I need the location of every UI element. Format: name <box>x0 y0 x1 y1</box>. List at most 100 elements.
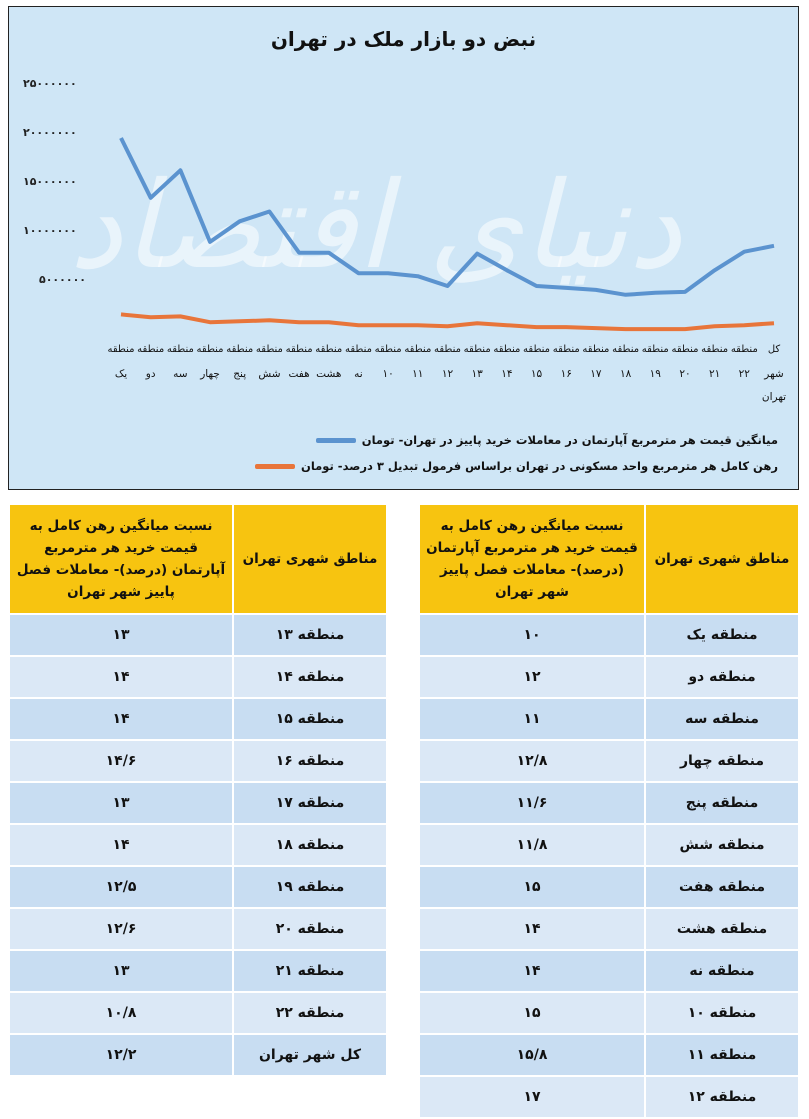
x-label: منطقه هفت <box>284 343 314 381</box>
legend-item-price: میانگین قیمت هر مترمربع آپارتمان در معام… <box>255 427 778 453</box>
table-row: منطقه دو ۱۲ <box>420 657 798 697</box>
x-label-part: ۱۷ <box>590 368 602 380</box>
ratio-cell: ۱۳ <box>10 951 232 991</box>
x-label-part: پنج <box>233 368 247 380</box>
x-label-part: منطقه <box>701 344 729 355</box>
header-ratio: نسبت میانگین رهن کامل به قیمت خرید هر مت… <box>10 505 232 613</box>
legend-swatch-orange <box>255 463 296 469</box>
x-axis-labels: منطقه یک منطقه دو منطقه سه منطقه چهار منطقه پنج من… <box>105 343 795 418</box>
x-label: منطقه ۲۰ <box>670 343 700 381</box>
x-label-part: ۱۲ <box>441 368 454 380</box>
region-cell: منطقه ۱۰ <box>646 993 798 1033</box>
x-label-part: ۱۰ <box>382 368 394 380</box>
table-row: کل شهر تهران ۱۲/۲ <box>10 1035 386 1075</box>
x-label: منطقه نه <box>343 343 373 381</box>
x-label-part: ۱۵ <box>530 368 543 380</box>
ratio-cell: ۱۲/۶ <box>10 909 232 949</box>
y-tick: ۱۰۰۰۰۰۰۰ <box>23 224 77 237</box>
x-label-part: منطقه <box>166 344 194 355</box>
ratio-cell: ۱۱/۸ <box>420 825 644 865</box>
x-label-part: ۱۴ <box>501 368 513 380</box>
x-label-part: منطقه <box>285 344 313 355</box>
region-cell: منطقه ۱۴ <box>234 657 386 697</box>
x-label: منطقه ۱۷ <box>581 343 611 381</box>
x-label-part: منطقه <box>730 344 758 355</box>
x-label-part: منطقه <box>463 344 491 355</box>
x-label-part: هفت <box>288 368 310 380</box>
table-row: منطقه ۱۶ ۱۴/۶ <box>10 741 386 781</box>
region-cell: منطقه یک <box>646 615 798 655</box>
x-label: منطقه ۲۱ <box>700 343 730 381</box>
table-row: منطقه ۲۱ ۱۳ <box>10 951 386 991</box>
table-row: منطقه ۱۷ ۱۳ <box>10 783 386 823</box>
chart-title: نبض دو بازار ملک در تهران <box>270 27 537 51</box>
ratio-cell: ۱۴ <box>420 909 644 949</box>
plot-area <box>119 137 775 332</box>
table-row: منطقه ۱۵ ۱۴ <box>10 699 386 739</box>
x-label: منطقه شش <box>254 343 284 381</box>
x-label-part: منطقه <box>315 344 343 355</box>
x-label-part: ۱۱ <box>412 368 424 380</box>
x-label-part: چهار <box>200 368 220 380</box>
ratio-cell: ۱۲/۸ <box>420 741 644 781</box>
region-cell: منطقه ۱۷ <box>234 783 386 823</box>
region-cell: منطقه هفت <box>646 867 798 907</box>
table-row: منطقه شش ۱۱/۸ <box>420 825 798 865</box>
table-row: منطقه ۱۳ ۱۳ <box>10 615 386 655</box>
ratio-cell: ۱۲ <box>420 657 644 697</box>
x-label-part: ۱۸ <box>619 368 632 380</box>
y-tick: ۱۵۰۰۰۰۰۰ <box>23 175 77 188</box>
table-row: منطقه ۲۲ ۱۰/۸ <box>10 993 386 1033</box>
region-cell: منطقه چهار <box>646 741 798 781</box>
x-label: منطقه ۱۲ <box>433 343 463 381</box>
x-label: منطقه ۱۸ <box>611 343 641 381</box>
x-label-part: ۲۲ <box>738 368 750 380</box>
series-line-rent <box>120 312 775 332</box>
ratio-cell: ۱۱ <box>420 699 644 739</box>
x-label-part: سه <box>173 368 188 380</box>
x-label: منطقه هشت <box>314 343 344 381</box>
table-row: منطقه ۱۹ ۱۲/۵ <box>10 867 386 907</box>
x-label-part: نه <box>354 368 363 380</box>
region-cell: منطقه ۱۹ <box>234 867 386 907</box>
x-label-part: شش <box>258 368 281 380</box>
y-tick: ۲۵۰۰۰۰۰۰ <box>23 77 77 90</box>
x-label: منطقه ۱۳ <box>462 343 492 381</box>
y-tick: ۲۰۰۰۰۰۰۰ <box>23 126 77 139</box>
x-label: منطقه ۱۱ <box>403 343 433 381</box>
x-label-part: منطقه <box>404 344 432 355</box>
region-cell: منطقه ۱۶ <box>234 741 386 781</box>
ratio-cell: ۱۴ <box>420 951 644 991</box>
table-row: منطقه هشت ۱۴ <box>420 909 798 949</box>
table-row: منطقه سه ۱۱ <box>420 699 798 739</box>
table-right: مناطق شهری تهران نسبت میانگین رهن کامل ب… <box>418 503 800 1119</box>
x-label-part: ۲۰ <box>679 368 691 380</box>
table-left: مناطق شهری تهران نسبت میانگین رهن کامل ب… <box>8 503 388 1077</box>
x-label-part: منطقه <box>137 344 165 355</box>
table-row: منطقه ۱۱ ۱۵/۸ <box>420 1035 798 1075</box>
x-label-part: منطقه <box>523 344 551 355</box>
region-cell: کل شهر تهران <box>234 1035 386 1075</box>
legend-label: رهن کامل هر مترمربع واحد مسکونی در تهران… <box>301 459 778 473</box>
table-row: منطقه ۲۰ ۱۲/۶ <box>10 909 386 949</box>
x-label-part: منطقه <box>612 344 640 355</box>
region-cell: منطقه هشت <box>646 909 798 949</box>
ratio-cell: ۱۰/۸ <box>10 993 232 1033</box>
table-row: منطقه ۱۲ ۱۷ <box>420 1077 798 1117</box>
x-label-part: کل <box>767 344 781 355</box>
ratio-cell: ۱۴ <box>10 825 232 865</box>
ratio-cell: ۱۳ <box>10 783 232 823</box>
region-cell: منطقه ۲۲ <box>234 993 386 1033</box>
x-label-part: ۲۱ <box>708 368 721 380</box>
table-row: منطقه هفت ۱۵ <box>420 867 798 907</box>
region-cell: منطقه ۱۲ <box>646 1077 798 1117</box>
x-label-part: ۱۳ <box>471 368 483 380</box>
x-label-part: منطقه <box>641 344 669 355</box>
y-tick: ۵۰۰۰۰۰۰ <box>39 273 86 286</box>
chart-legend: میانگین قیمت هر مترمربع آپارتمان در معام… <box>255 427 778 479</box>
x-label: منطقه سه <box>165 343 195 381</box>
chart-panel: نبض دو بازار ملک در تهران ۲۵۰۰۰۰۰۰ ۲۰۰۰۰… <box>8 6 799 490</box>
ratio-cell: ۱۳ <box>10 615 232 655</box>
legend-swatch-blue <box>315 437 356 443</box>
x-label: منطقه ۱۶ <box>551 343 581 381</box>
